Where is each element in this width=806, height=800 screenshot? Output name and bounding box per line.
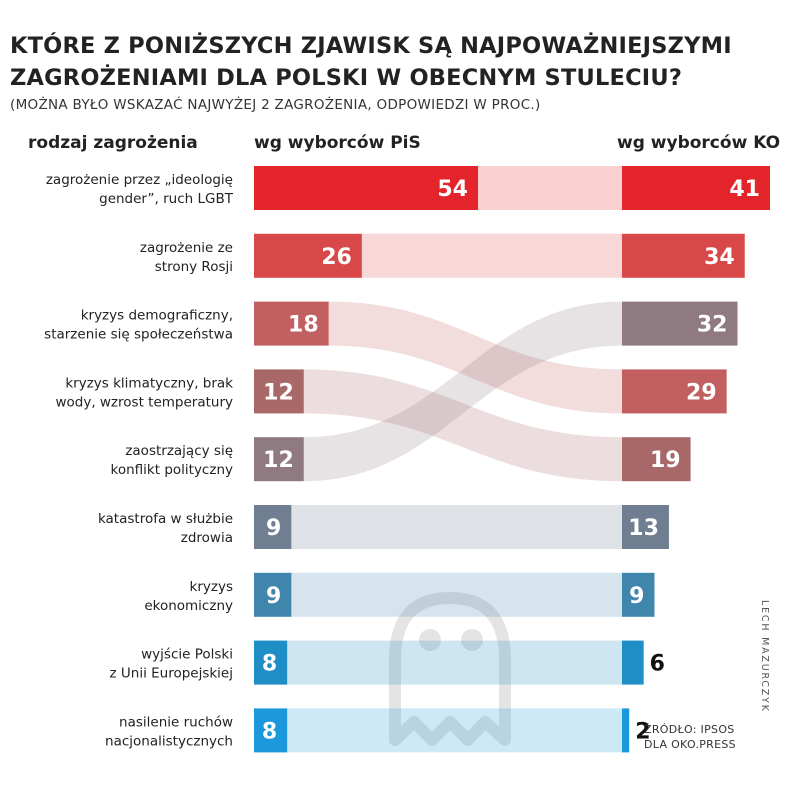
ko-bar-2 — [622, 301, 738, 346]
ko-value-label-5: 13 — [628, 516, 659, 541]
pis-bar-6 — [254, 572, 292, 617]
pis-value-label-8: 8 — [262, 719, 277, 744]
ko-value-label-7: 6 — [650, 652, 665, 677]
author-credit: LECH MAZURCZYK — [759, 600, 770, 713]
ribbon-0 — [478, 166, 622, 210]
ribbon-6 — [291, 572, 622, 617]
ko-bar-5 — [622, 505, 669, 549]
category-label-6: kryzys ekonomiczny — [144, 579, 233, 614]
category-label-4: zaostrzający się konflikt polityczny — [111, 443, 233, 478]
ribbon-5 — [291, 505, 622, 549]
pis-value-label-7: 8 — [262, 652, 277, 677]
source-line-2: DLA OKO.PRESS — [644, 738, 736, 751]
ko-bar-6 — [622, 572, 655, 617]
ko-value-label-3: 29 — [686, 380, 717, 405]
pis-bar-4 — [254, 437, 304, 482]
pis-bar-8 — [254, 708, 288, 753]
pis-value-label-0: 54 — [437, 177, 468, 202]
pis-bar-0 — [254, 166, 478, 210]
category-label-2: kryzys demograficzny, starzenie się społe… — [44, 308, 233, 343]
pis-value-label-2: 18 — [288, 313, 319, 338]
category-label-1: zagrożenie ze strony Rosji — [140, 240, 233, 275]
ko-value-label-8: 2 — [635, 719, 650, 744]
category-header: rodzaj zagrożenia — [28, 133, 198, 153]
ribbon-2 — [328, 301, 622, 414]
ko-bar-3 — [622, 369, 727, 414]
pis-bar-1 — [254, 233, 362, 278]
ribbon-1 — [361, 233, 622, 278]
category-label-3: kryzys klimatyczny, brak wody, wzrost tem… — [55, 375, 233, 410]
pis-bar-3 — [254, 369, 304, 414]
ko-value-label-2: 32 — [697, 313, 728, 338]
category-label-5: katastrofa w służbie zdrowia — [98, 511, 233, 546]
ribbon-7 — [287, 640, 622, 685]
pis-value-label-1: 26 — [321, 245, 352, 270]
title-line-2: zagrożeniami dla Polski w obecnym stulec… — [10, 65, 683, 91]
chart-title: Które z poniższych zjawisk są najpoważni… — [10, 30, 800, 94]
source-line-1: ŹRÓDŁO: IPSOS — [644, 723, 735, 736]
ko-value-label-6: 9 — [629, 584, 644, 609]
pis-bar-7 — [254, 640, 288, 685]
pis-bar-2 — [254, 301, 329, 346]
title-line-1: Które z poniższych zjawisk są najpoważni… — [10, 33, 732, 59]
source-note: ŹRÓDŁO: IPSOS DLA OKO.PRESS — [644, 722, 736, 752]
ko-bar-7 — [622, 640, 644, 685]
pis-value-label-3: 12 — [263, 380, 294, 405]
chart-subtitle: (Można było wskazać najwyżej 2 zagrożeni… — [10, 97, 541, 113]
pis-value-label-5: 9 — [266, 516, 281, 541]
ribbon-4 — [303, 301, 622, 482]
pis-bar-5 — [254, 505, 292, 549]
ko-value-label-1: 34 — [704, 245, 735, 270]
ribbon-3 — [303, 369, 622, 482]
pis-value-label-4: 12 — [263, 448, 294, 473]
ko-bar-4 — [622, 437, 691, 482]
ko-value-label-0: 41 — [729, 177, 760, 202]
ghost-logo-icon — [389, 592, 511, 746]
ribbon-8 — [287, 708, 622, 753]
category-label-8: nasilenie ruchów nacjonalistycznych — [105, 714, 233, 749]
right-series-header: wg wyborców KO — [617, 133, 781, 153]
ko-bar-0 — [622, 166, 770, 210]
ko-bar-1 — [622, 233, 745, 278]
ko-value-label-4: 19 — [650, 448, 681, 473]
category-label-0: zagrożenie przez „ideologię gender”, ruch… — [46, 172, 234, 207]
category-label-7: wyjście Polski z Unii Europejskiej — [110, 647, 234, 682]
pis-value-label-6: 9 — [266, 584, 281, 609]
left-series-header: wg wyborców PiS — [254, 133, 421, 153]
ko-bar-8 — [622, 708, 630, 753]
